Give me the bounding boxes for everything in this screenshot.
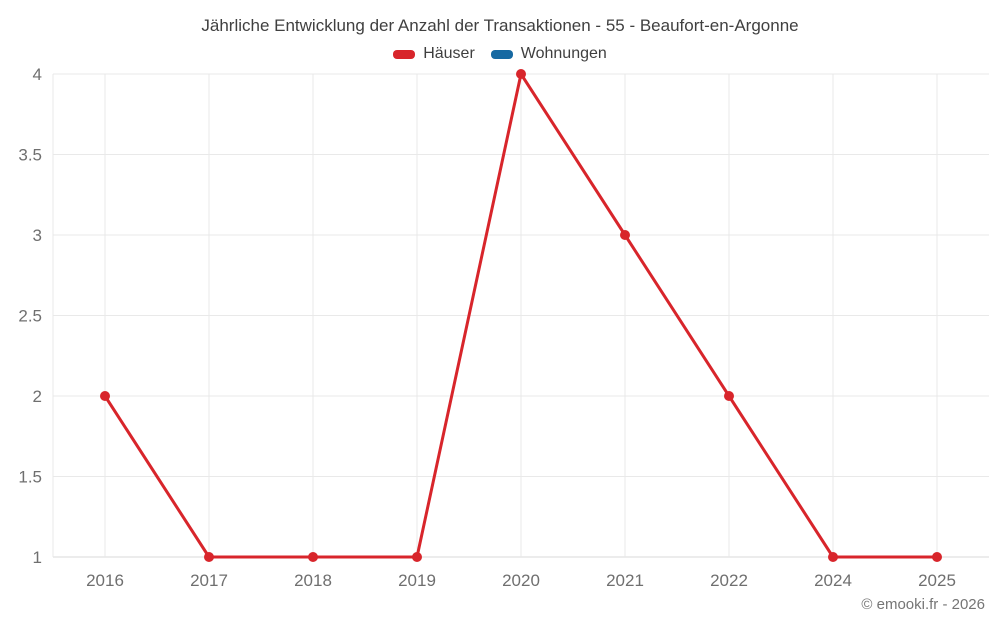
y-axis-tick-label: 3 xyxy=(33,226,42,245)
copyright-footer: © emooki.fr - 2026 xyxy=(861,596,985,613)
x-axis-tick-label: 2024 xyxy=(814,571,852,590)
y-axis-tick-label: 4 xyxy=(33,65,42,84)
chart-legend: Häuser Wohnungen xyxy=(0,45,1000,63)
y-axis-tick-label: 2 xyxy=(33,387,42,406)
y-axis-tick-label: 2.5 xyxy=(18,307,42,326)
data-point-hauser-2019[interactable] xyxy=(412,552,422,562)
data-point-hauser-2024[interactable] xyxy=(828,552,838,562)
x-axis-tick-label: 2016 xyxy=(86,571,124,590)
legend-item-wohnungen[interactable]: Wohnungen xyxy=(490,45,607,63)
y-axis-tick-label: 1 xyxy=(33,548,42,567)
data-point-hauser-2017[interactable] xyxy=(204,552,214,562)
y-axis-tick-label: 3.5 xyxy=(18,146,42,165)
x-axis-tick-label: 2018 xyxy=(294,571,332,590)
y-axis-tick-label: 1.5 xyxy=(18,468,42,487)
data-point-hauser-2022[interactable] xyxy=(724,391,734,401)
legend-item-hauser[interactable]: Häuser xyxy=(393,45,475,63)
x-axis-tick-label: 2022 xyxy=(710,571,748,590)
x-axis-tick-label: 2021 xyxy=(606,571,644,590)
x-axis-tick-label: 2025 xyxy=(918,571,956,590)
x-axis-tick-label: 2019 xyxy=(398,571,436,590)
x-axis-tick-label: 2020 xyxy=(502,571,540,590)
legend-swatch-wohnungen xyxy=(490,49,513,59)
legend-swatch-hauser xyxy=(393,49,416,59)
chart-title: Jährliche Entwicklung der Anzahl der Tra… xyxy=(201,16,799,35)
data-point-hauser-2025[interactable] xyxy=(932,552,942,562)
data-point-hauser-2018[interactable] xyxy=(308,552,318,562)
data-point-hauser-2021[interactable] xyxy=(620,230,630,240)
legend-label-hauser: Häuser xyxy=(423,45,475,62)
x-axis-tick-label: 2017 xyxy=(190,571,228,590)
legend-label-wohnungen: Wohnungen xyxy=(520,45,607,62)
data-point-hauser-2020[interactable] xyxy=(516,69,526,79)
data-point-hauser-2016[interactable] xyxy=(100,391,110,401)
